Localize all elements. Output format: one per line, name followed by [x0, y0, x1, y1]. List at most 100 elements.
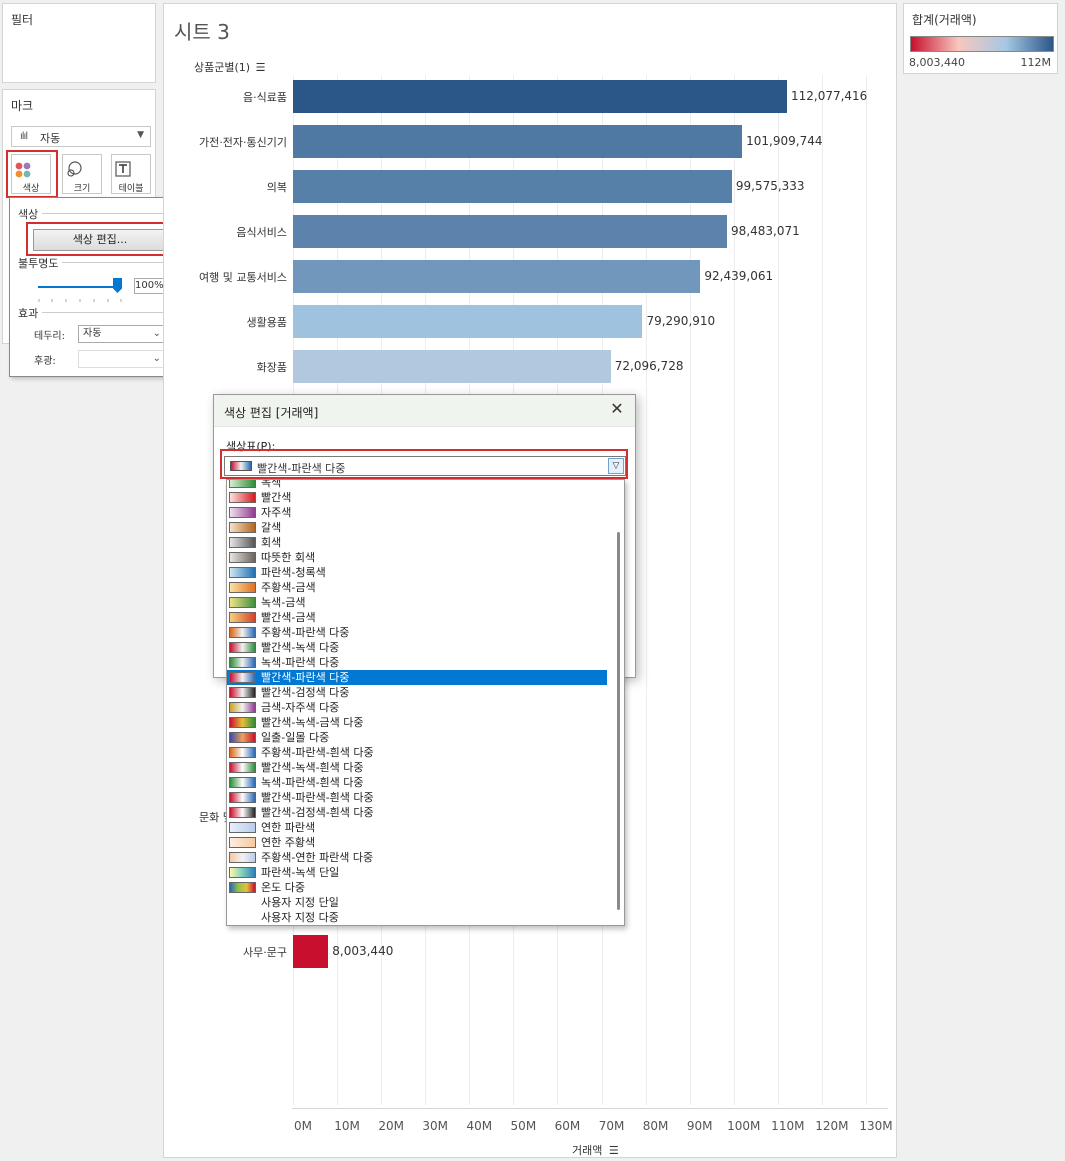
palette-swatch — [229, 852, 256, 863]
bar-value-label: 92,439,061 — [704, 269, 774, 283]
palette-option-label: 빨간색-녹색-금색 다중 — [261, 716, 364, 729]
category-header[interactable]: 상품군별(1) ☰ — [194, 59, 265, 75]
palette-option[interactable]: 빨간색-녹색-금색 다중 — [227, 715, 607, 730]
palette-option[interactable]: 금색-자주색 다중 — [227, 700, 607, 715]
bar-value-label: 112,077,416 — [790, 89, 868, 103]
opacity-value-input[interactable]: 100% — [134, 278, 166, 294]
bar[interactable] — [293, 935, 329, 968]
bar-value-label: 79,290,910 — [646, 314, 716, 328]
palette-option[interactable]: 녹색-파란색 다중 — [227, 655, 607, 670]
palette-swatch — [229, 642, 256, 653]
palette-swatch — [229, 717, 256, 728]
x-tick-label: 110M — [771, 1119, 805, 1133]
palette-option[interactable]: 주황색-연한 파란색 다중 — [227, 850, 607, 865]
category-label[interactable]: 생활용품 — [246, 316, 287, 329]
border-select[interactable]: 자동 ⌄ — [78, 325, 166, 343]
palette-option[interactable]: 회색 — [227, 535, 607, 550]
palette-option[interactable]: 빨간색-파란색 다중 — [227, 670, 607, 685]
palette-option[interactable]: 연한 파란색 — [227, 820, 607, 835]
x-axis-label: 거래액 — [572, 1144, 603, 1157]
palette-option[interactable]: 빨간색-녹색-흰색 다중 — [227, 760, 607, 775]
category-label[interactable]: 의복 — [266, 181, 287, 194]
palette-swatch — [229, 552, 256, 563]
palette-option[interactable]: 일출-일몰 다중 — [227, 730, 607, 745]
edit-colors-highlight — [26, 222, 172, 256]
category-label[interactable]: 음·식료품 — [243, 91, 287, 104]
label-mark-button[interactable]: 테이블 — [111, 154, 151, 194]
bar[interactable] — [293, 260, 701, 293]
palette-option-label: 주황색-파란색-흰색 다중 — [261, 746, 374, 759]
x-axis-title[interactable]: 거래액 ☰ — [572, 1142, 619, 1158]
palette-option[interactable]: 녹색 — [227, 480, 607, 490]
palette-option[interactable]: 주황색-파란색 다중 — [227, 625, 607, 640]
palette-option[interactable]: 온도 다중 — [227, 880, 607, 895]
x-tick-label: 120M — [815, 1119, 849, 1133]
bar-value-label: 98,483,071 — [731, 224, 800, 238]
divider — [18, 262, 182, 263]
palette-combobox[interactable]: 빨간색-파란색 다중 ▽ — [224, 456, 626, 476]
bar[interactable] — [293, 80, 787, 113]
color-legend[interactable]: 합계(거래액) 8,003,440 112M — [903, 3, 1058, 74]
palette-option[interactable]: 녹색-금색 — [227, 595, 607, 610]
palette-option[interactable]: 빨간색-검정색 다중 — [227, 685, 607, 700]
palette-option-label: 파란색-청록색 — [261, 566, 326, 579]
opacity-slider-ticks — [38, 292, 122, 302]
palette-option[interactable]: 주황색-금색 — [227, 580, 607, 595]
category-label[interactable]: 화장품 — [256, 361, 287, 374]
palette-option[interactable]: 사용자 지정 단일 — [227, 895, 607, 910]
palette-option[interactable]: 빨간색-녹색 다중 — [227, 640, 607, 655]
opacity-slider-thumb[interactable] — [113, 278, 122, 293]
close-icon[interactable]: ✕ — [610, 399, 624, 418]
category-label[interactable]: 음식서비스 — [236, 226, 287, 239]
palette-option-label: 회색 — [261, 536, 282, 549]
halo-select[interactable]: ⌄ — [78, 350, 166, 368]
palette-option[interactable]: 빨간색 — [227, 490, 607, 505]
sort-icon: ☰ — [255, 61, 266, 74]
size-mark-button[interactable]: 크기 — [62, 154, 102, 194]
palette-option[interactable]: 파란색-녹색 단일 — [227, 865, 607, 880]
filters-card[interactable]: 필터 — [2, 3, 156, 83]
color-section-title: 색상 — [18, 206, 43, 222]
color-mark-button[interactable]: 색상 — [11, 154, 51, 194]
palette-option[interactable]: 자주색 — [227, 505, 607, 520]
sheet-title: 시트 3 — [174, 20, 230, 44]
palette-option[interactable]: 연한 주황색 — [227, 835, 607, 850]
chevron-down-icon[interactable]: ▽ — [608, 458, 624, 474]
opacity-slider-track[interactable] — [38, 286, 122, 288]
palette-option[interactable]: 사용자 지정 다중 — [227, 910, 607, 925]
size-icon — [67, 161, 82, 177]
mark-type-dropdown[interactable]: ılıl 자동 ▼ — [11, 126, 151, 147]
palette-option[interactable]: 빨간색-파란색-흰색 다중 — [227, 790, 607, 805]
palette-option[interactable]: 빨간색-금색 — [227, 610, 607, 625]
palette-swatch — [229, 837, 256, 848]
size-mark-label: 크기 — [73, 184, 91, 194]
palette-option[interactable]: 빨간색-검정색-흰색 다중 — [227, 805, 607, 820]
bar[interactable] — [293, 305, 643, 338]
palette-option-label: 주황색-금색 — [261, 581, 316, 594]
list-scrollbar[interactable] — [617, 532, 620, 910]
marks-title: 마크 — [11, 99, 34, 113]
bar[interactable] — [293, 125, 743, 158]
bar[interactable] — [293, 170, 732, 203]
palette-option[interactable]: 녹색-파란색-흰색 다중 — [227, 775, 607, 790]
palette-swatch — [229, 537, 256, 548]
palette-option[interactable]: 갈색 — [227, 520, 607, 535]
gridline — [777, 75, 779, 1105]
category-label[interactable]: 여행 및 교통서비스 — [199, 271, 287, 284]
palette-swatch — [229, 567, 256, 578]
edit-colors-button[interactable]: 색상 편집... — [33, 229, 167, 251]
palette-option[interactable]: 따뜻한 회색 — [227, 550, 607, 565]
chevron-down-icon: ▼ — [137, 130, 144, 140]
bar[interactable] — [293, 350, 611, 383]
palette-swatch — [230, 461, 252, 471]
mark-type-value: 자동 — [40, 132, 61, 145]
bar[interactable] — [293, 215, 728, 248]
category-label[interactable]: 가전·전자·통신기기 — [199, 136, 287, 149]
text-icon — [115, 161, 131, 177]
category-label[interactable]: 사무·문구 — [243, 946, 287, 959]
border-select-value: 자동 — [83, 328, 102, 339]
palette-option[interactable]: 주황색-파란색-흰색 다중 — [227, 745, 607, 760]
palette-option-label: 빨간색-녹색 다중 — [261, 641, 340, 654]
palette-dropdown-list[interactable]: 녹색 빨간색 자주색 갈색 회색 따뜻한 회색 파란색-청록색 주황색-금색 녹색-금색 빨간색-… — [226, 479, 625, 926]
palette-option[interactable]: 파란색-청록색 — [227, 565, 607, 580]
